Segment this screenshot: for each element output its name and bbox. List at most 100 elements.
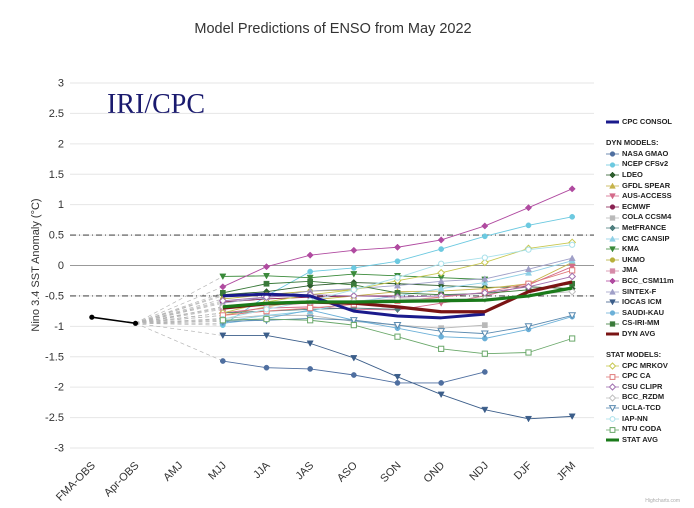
legend-symbol [606, 416, 619, 422]
grid-layer [70, 82, 594, 449]
legend-item-bcc-rzdm[interactable]: BCC_RZDM [606, 392, 692, 403]
data-point [350, 265, 357, 271]
data-point [263, 306, 270, 313]
legend-symbol [606, 362, 619, 370]
data-point [609, 162, 616, 168]
data-point [480, 258, 489, 267]
legend-item-ecmwf[interactable]: ECMWF [606, 202, 692, 213]
legend-item-ncep-cfsv2[interactable]: NCEP CFSv2 [606, 159, 692, 170]
observed-line [91, 316, 136, 325]
data-point [609, 235, 616, 242]
y-axis-label: Nino 3.4 SST Anomaly (°C) [30, 198, 42, 331]
legend-item-dyn-avg[interactable]: DYN AVG [606, 329, 692, 340]
fan-line [135, 301, 223, 324]
legend-label: NASA GMAO [622, 148, 669, 158]
data-point [609, 214, 616, 221]
data-point [525, 349, 532, 356]
data-point [525, 222, 532, 229]
legend-item-cola-ccsm4[interactable]: COLA CCSM4 [606, 212, 692, 223]
y-tick-labels: -3 -2.5 -2 -1.5 -1 -0.5 0 0.5 1 1.5 2 2.5 3 [45, 78, 64, 455]
y-tick-label: -3 [54, 443, 64, 455]
legend-item-csu-clipr[interactable]: CSU CLIPR [606, 382, 692, 393]
legend-symbol [606, 438, 619, 442]
data-point [263, 364, 270, 371]
legend-label: STAT AVG [622, 434, 658, 444]
data-point [609, 246, 616, 253]
data-point [262, 332, 271, 340]
data-point [481, 233, 488, 240]
legend-label: MetFRANCE [622, 222, 667, 232]
legend-item-cpc-consol[interactable]: CPC CONSOL [606, 117, 692, 128]
legend-symbol [606, 320, 619, 327]
legend-symbol [606, 193, 619, 200]
data-point [481, 322, 488, 328]
data-point [393, 281, 402, 289]
legend-item-ucla-tcd[interactable]: UCLA-TCD [606, 403, 692, 414]
fan-line [135, 319, 223, 324]
data-point [481, 222, 489, 230]
data-point [608, 394, 617, 402]
legend-label: UKMO [622, 254, 645, 264]
y-tick-label: 1.5 [49, 169, 64, 181]
legend-item-nasa-gmao[interactable]: NASA GMAO [606, 149, 692, 160]
data-point [609, 373, 616, 380]
legend-label: BCC_CSM11m [622, 275, 674, 285]
legend-item-bcc-csm11m[interactable]: BCC_CSM11m [606, 276, 692, 287]
y-tick-label: -1 [54, 321, 64, 333]
data-point [393, 243, 402, 251]
x-tick-label: Apr-OBS [102, 460, 142, 500]
data-point [568, 185, 576, 193]
legend-item-saudi-kau[interactable]: SAUDI-KAU [606, 308, 692, 319]
data-point [437, 277, 445, 285]
legend-symbol [606, 151, 619, 157]
series-line [222, 292, 485, 320]
data-point [262, 293, 271, 302]
legend-item-gfdl-spear[interactable]: GFDL SPEAR [606, 181, 692, 192]
legend-label: SAUDI-KAU [622, 307, 665, 317]
legend-item-aus-access[interactable]: AUS-ACCESS [606, 191, 692, 202]
series-nasa-gmao [219, 358, 488, 386]
legend-item-sintex-f[interactable]: SINTEX-F [606, 287, 692, 298]
legend-symbol [606, 426, 619, 433]
legend-item-ukmo[interactable]: UKMO [606, 255, 692, 266]
x-tick-label: MJJ [206, 460, 229, 483]
legend-label: IOCAS ICM [622, 297, 662, 307]
legend-item-cpc-ca[interactable]: CPC CA [606, 371, 692, 382]
y-tick-label: 2.5 [49, 108, 64, 120]
observed-point [89, 314, 95, 320]
legend-item-cpc-mrkov[interactable]: CPC MRKOV [606, 361, 692, 372]
legend-label: JMA [622, 265, 638, 275]
fan-line [135, 322, 223, 362]
legend-item-iocas-icm[interactable]: IOCAS ICM [606, 297, 692, 308]
fan-line [135, 306, 223, 324]
data-point [437, 284, 445, 292]
x-tick-label: OND [422, 460, 448, 486]
highcharts-credit[interactable]: Highcharts.com [645, 498, 680, 504]
legend-item-cmc-cansip[interactable]: CMC CANSIP [606, 234, 692, 245]
legend-item-ldeo[interactable]: LDEO [606, 170, 692, 181]
legend-item-cs-iri-mm[interactable]: CS-IRI-MM [606, 318, 692, 329]
legend-item-metfrance[interactable]: MetFRANCE [606, 223, 692, 234]
legend-item-stat-avg[interactable]: STAT AVG [606, 435, 692, 446]
legend-item-jma[interactable]: JMA [606, 265, 692, 276]
data-point [350, 372, 357, 378]
series-line [222, 360, 485, 384]
y-tick-label: 1 [58, 199, 64, 211]
fan-line [135, 312, 223, 324]
legend-item-ntu-coda[interactable]: NTU CODA [606, 424, 692, 435]
data-point [393, 322, 402, 330]
x-tick-label: FMA-OBS [54, 460, 98, 504]
fan-line [135, 292, 223, 324]
data-point [524, 282, 533, 291]
data-point [219, 332, 227, 340]
data-point [219, 358, 226, 364]
data-point [569, 213, 576, 220]
legend-item-kma[interactable]: KMA [606, 244, 692, 255]
legend-label: CSU CLIPR [622, 381, 663, 391]
data-point [393, 373, 402, 381]
legend-symbol [606, 288, 619, 295]
data-point [219, 273, 227, 281]
legend-symbol [606, 299, 619, 306]
legend-item-iap-nn[interactable]: IAP-NN [606, 414, 692, 425]
legend-symbol [606, 332, 619, 336]
